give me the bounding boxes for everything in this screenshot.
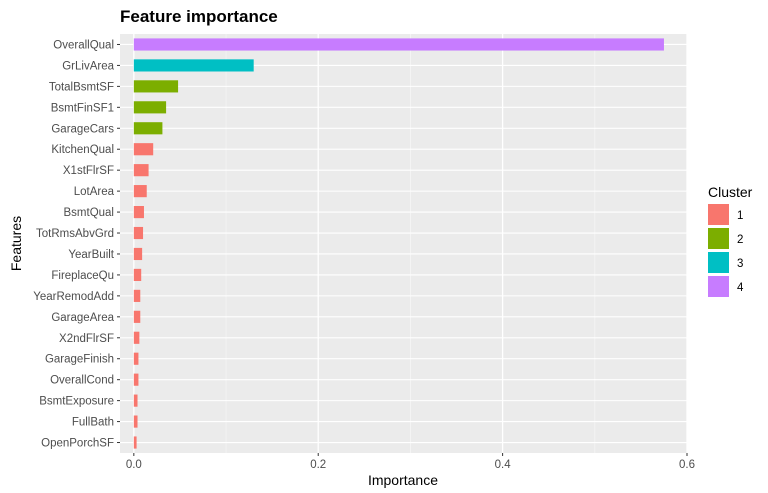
y-tick-label: OverallQual bbox=[53, 39, 114, 51]
y-tick-label: GarageFinish bbox=[45, 354, 114, 366]
bar bbox=[133, 143, 154, 156]
bar bbox=[133, 268, 142, 282]
y-tick-label: BsmtQual bbox=[64, 207, 115, 219]
y-tick-label: GarageCars bbox=[51, 123, 114, 135]
y-tick-label: GarageArea bbox=[51, 312, 114, 324]
bar bbox=[133, 59, 254, 72]
y-tick-label: BsmtExposure bbox=[39, 396, 114, 408]
bar bbox=[133, 164, 149, 177]
bar bbox=[133, 331, 140, 344]
y-tick-label: BsmtFinSF1 bbox=[51, 102, 114, 114]
legend-swatch bbox=[708, 204, 729, 225]
legend-swatch bbox=[708, 276, 729, 297]
y-tick-label: FullBath bbox=[72, 417, 114, 429]
y-tick-label: OverallCond bbox=[50, 375, 114, 387]
y-tick-label: TotRmsAbvGrd bbox=[36, 228, 114, 240]
gridlines bbox=[120, 34, 688, 453]
x-tick-label: 0.6 bbox=[679, 459, 695, 471]
legend-swatch bbox=[708, 228, 729, 249]
y-axis-title: Features bbox=[8, 216, 24, 271]
y-tick-label: GrLivArea bbox=[62, 60, 114, 72]
y-tick-label: OpenPorchSF bbox=[41, 438, 114, 450]
legend-swatch bbox=[708, 252, 729, 273]
plot-panel bbox=[120, 34, 687, 453]
x-tick-label: 0.2 bbox=[310, 459, 326, 471]
bar bbox=[133, 310, 141, 323]
bar bbox=[133, 38, 664, 51]
bar bbox=[133, 415, 138, 428]
legend-label: 1 bbox=[737, 210, 743, 222]
bar bbox=[133, 80, 179, 93]
bar bbox=[133, 122, 163, 135]
y-tick-label: FireplaceQu bbox=[51, 270, 114, 282]
bars bbox=[133, 38, 664, 449]
legend-label: 4 bbox=[737, 282, 744, 294]
bar bbox=[133, 101, 167, 114]
bar bbox=[133, 185, 147, 198]
bar bbox=[133, 394, 138, 407]
y-tick-label: X1stFlrSF bbox=[63, 165, 114, 177]
y-tick-label: LotArea bbox=[74, 186, 115, 198]
y-tick-label: TotalBsmtSF bbox=[49, 81, 114, 93]
bar bbox=[133, 373, 139, 386]
legend-title: Cluster bbox=[708, 184, 753, 200]
x-tick-label: 0.4 bbox=[495, 459, 512, 471]
legend-label: 3 bbox=[737, 258, 743, 270]
bar bbox=[133, 247, 143, 261]
y-tick-label: KitchenQual bbox=[51, 144, 114, 156]
bar bbox=[133, 436, 137, 449]
y-tick-label: X2ndFlrSF bbox=[59, 333, 114, 345]
bar bbox=[133, 289, 141, 302]
legend-label: 2 bbox=[737, 234, 743, 246]
legend: Cluster 1 2 3 4 bbox=[708, 184, 753, 297]
x-axis-ticks: 0.0 0.2 0.4 0.6 bbox=[126, 453, 695, 471]
bar bbox=[133, 352, 139, 365]
bar bbox=[133, 205, 144, 219]
y-tick-label: YearBuilt bbox=[68, 249, 114, 261]
x-tick-label: 0.0 bbox=[126, 459, 142, 471]
bar bbox=[133, 226, 144, 240]
y-tick-label: YearRemodAdd bbox=[33, 291, 114, 303]
x-axis-title: Importance bbox=[368, 472, 438, 488]
chart-title: Feature importance bbox=[120, 7, 278, 26]
y-axis-ticks: OverallQual GrLivArea TotalBsmtSF BsmtFinSF… bbox=[33, 39, 120, 450]
